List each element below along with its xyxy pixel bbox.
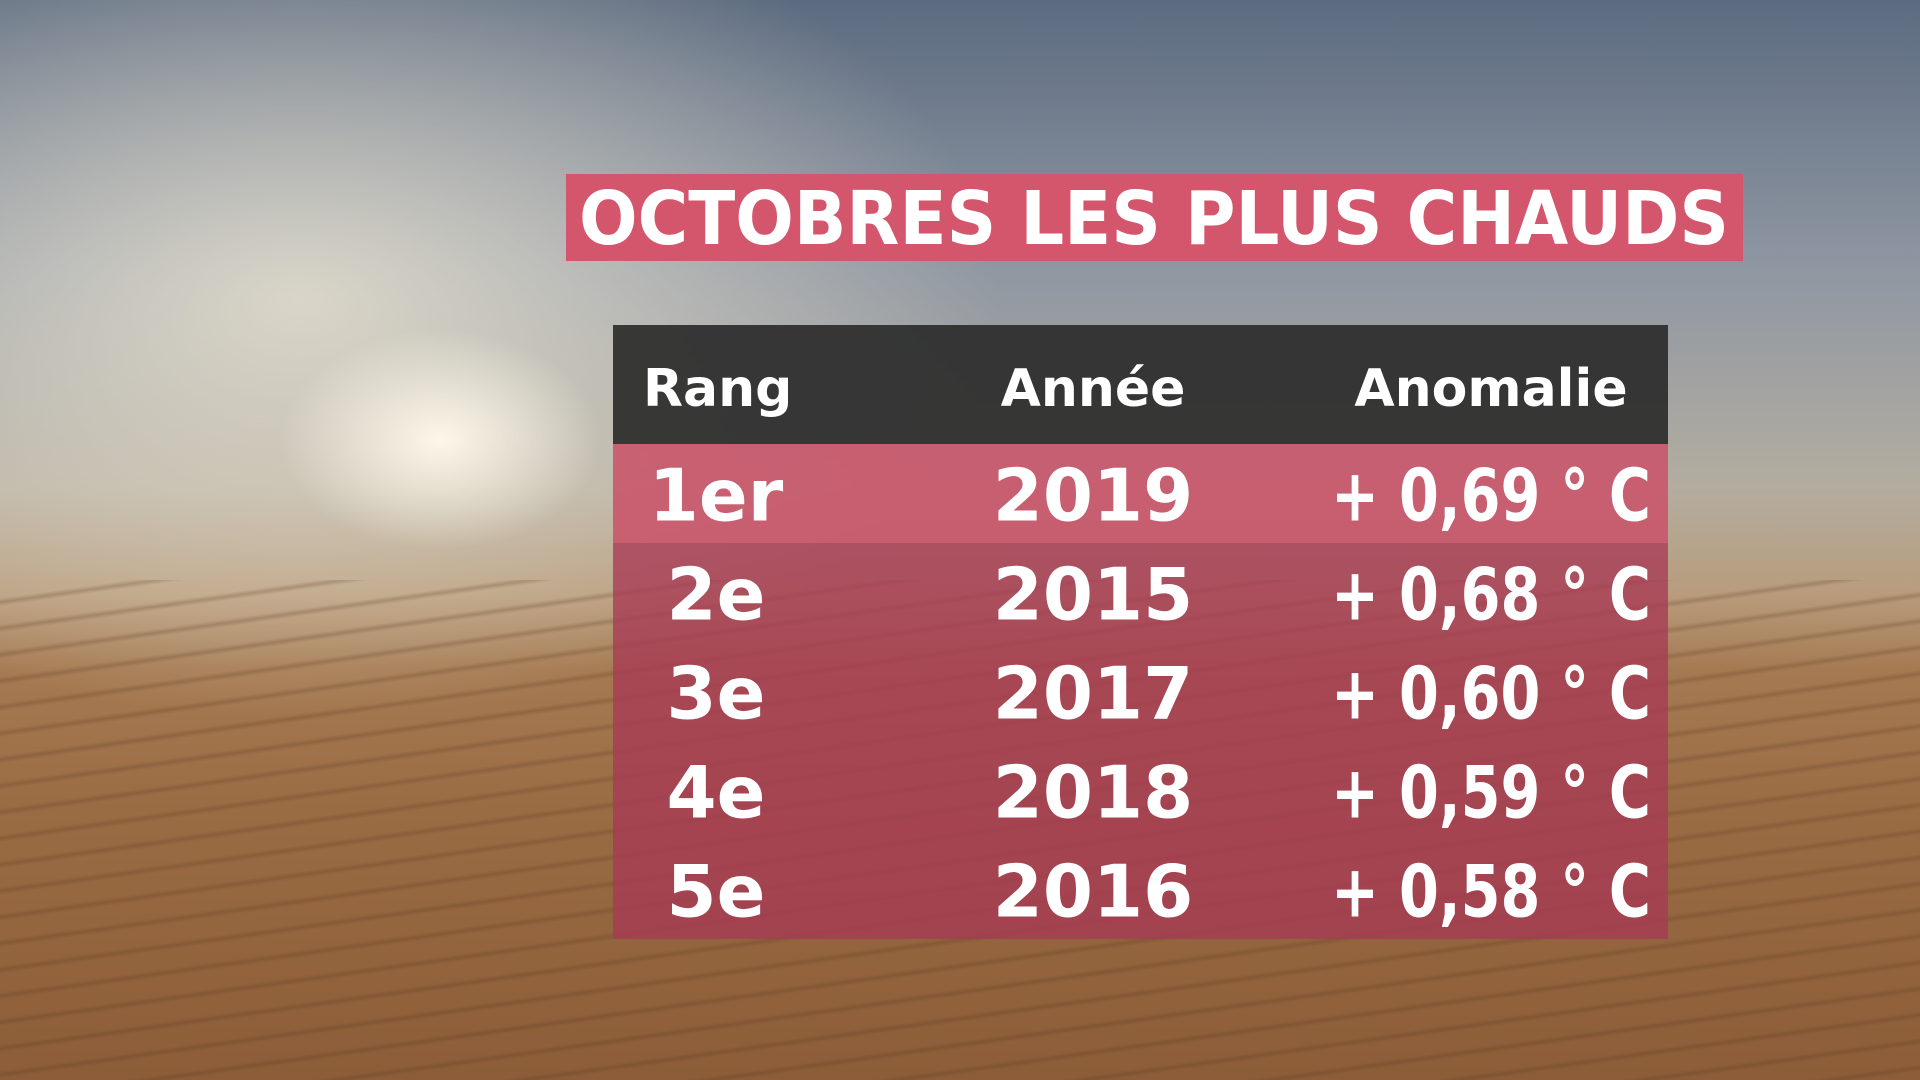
table-cell: + 0,58 ° C [1331, 850, 1651, 934]
row-background [613, 444, 1668, 543]
table-cell: 3e [667, 652, 766, 736]
row-background [613, 741, 1668, 840]
header-cell: Année [1001, 359, 1186, 419]
table-cell: 2016 [993, 850, 1193, 934]
table-cell: 4e [667, 751, 766, 835]
table-cell: + 0,69 ° C [1331, 454, 1651, 538]
table-cell: + 0,59 ° C [1331, 751, 1651, 835]
table-cell: 2018 [993, 751, 1193, 835]
table-cell: 2019 [993, 454, 1193, 538]
table-cell: + 0,68 ° C [1331, 553, 1651, 637]
table-header [613, 325, 1668, 444]
table-cell: 5e [667, 850, 766, 934]
table: Rang Année Anomalie 1er 2019 + 0,69 ° C 2e 2015… [613, 359, 1668, 939]
table-cell: 2e [667, 553, 766, 637]
row-background [613, 840, 1668, 939]
table-cell: + 0,60 ° C [1331, 652, 1651, 736]
row-background [613, 642, 1668, 741]
header-cell: Anomalie [1354, 359, 1627, 419]
table-cell: 1er [649, 454, 784, 538]
title-box [566, 174, 1743, 261]
table-cell: 2015 [993, 553, 1193, 637]
title: OCTOBRES LES PLUS CHAUDS [579, 176, 1729, 262]
row-background [613, 543, 1668, 642]
header-cell: Rang [643, 359, 792, 419]
table-cell: 2017 [993, 652, 1193, 736]
